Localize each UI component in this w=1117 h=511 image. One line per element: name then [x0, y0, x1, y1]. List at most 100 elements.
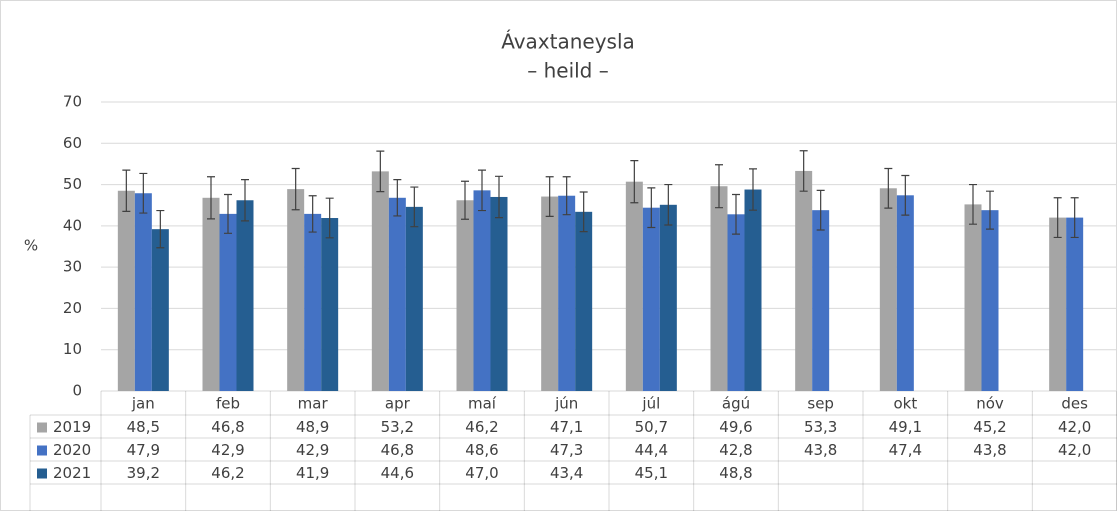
- y-tick-label: 40: [63, 216, 82, 234]
- table-value: 49,1: [889, 418, 922, 436]
- error-bar: [325, 197, 334, 239]
- bar: [388, 197, 406, 391]
- error-bar: [901, 174, 910, 216]
- table-value: 53,3: [804, 418, 837, 436]
- error-bar: [478, 169, 486, 212]
- bar: [151, 229, 169, 391]
- bar: [964, 204, 982, 391]
- x-tick-label: jan: [131, 395, 155, 413]
- table-value: 42,9: [296, 441, 329, 459]
- table-value: 44,4: [635, 441, 668, 459]
- table-value: 48,6: [465, 441, 498, 459]
- legend-label: 2020: [53, 441, 91, 459]
- error-bar: [241, 179, 249, 222]
- y-tick-label: 30: [63, 258, 82, 276]
- error-bar: [461, 180, 469, 220]
- error-bar: [749, 168, 757, 211]
- y-tick-label: 10: [63, 340, 82, 358]
- x-tick-label: apr: [385, 395, 411, 413]
- bar: [371, 171, 389, 391]
- error-bar: [410, 186, 419, 228]
- error-bar: [562, 176, 571, 216]
- error-bar: [291, 167, 300, 211]
- table-value: 42,0: [1058, 418, 1091, 436]
- error-bar: [139, 172, 148, 214]
- bar: [812, 210, 830, 391]
- x-tick-label: sep: [807, 395, 834, 413]
- bar: [1049, 217, 1067, 391]
- table-value: 45,2: [973, 418, 1006, 436]
- error-bar: [732, 193, 740, 235]
- bar: [896, 195, 914, 391]
- table-value: 47,9: [127, 441, 160, 459]
- table-value: 43,8: [973, 441, 1006, 459]
- bar: [879, 188, 897, 391]
- bar: [575, 211, 593, 391]
- x-tick-label: des: [1061, 395, 1088, 413]
- legend-label: 2021: [53, 464, 91, 482]
- table-value: 42,9: [211, 441, 244, 459]
- error-bar: [393, 179, 402, 217]
- x-tick-label: júl: [641, 395, 660, 413]
- x-tick-label: okt: [893, 395, 917, 413]
- error-bar: [224, 193, 232, 234]
- x-tick-label: mar: [298, 395, 329, 413]
- table-value: 47,4: [889, 441, 922, 459]
- error-bar: [1053, 197, 1062, 239]
- table-value: 41,9: [296, 464, 329, 482]
- y-axis-label: %: [24, 237, 38, 255]
- y-tick-label: 70: [63, 93, 82, 111]
- error-bar: [376, 150, 385, 193]
- y-tick-label: 60: [63, 134, 82, 152]
- table-value: 48,9: [296, 418, 329, 436]
- error-bar: [986, 190, 994, 230]
- x-tick-label: feb: [216, 395, 240, 413]
- legend-label: 2019: [53, 418, 91, 436]
- legend-swatch: [37, 445, 47, 456]
- error-bar: [884, 167, 893, 209]
- bar: [473, 190, 491, 391]
- bar: [134, 193, 152, 391]
- error-bar: [1070, 197, 1079, 239]
- error-bar: [207, 176, 215, 220]
- table-value: 46,8: [381, 441, 414, 459]
- bar: [117, 190, 135, 391]
- error-bar: [799, 150, 808, 192]
- error-bar: [308, 195, 317, 233]
- x-tick-label: maí: [468, 395, 497, 413]
- table-value: 39,2: [127, 464, 160, 482]
- bar: [710, 186, 728, 391]
- table-value: 43,8: [804, 441, 837, 459]
- bar: [795, 170, 813, 391]
- bar: [202, 197, 220, 391]
- bar: [558, 195, 576, 391]
- bar: [405, 206, 423, 391]
- table-value: 48,8: [719, 464, 752, 482]
- table-value: 49,6: [719, 418, 752, 436]
- bar: [541, 196, 559, 391]
- legend-swatch: [37, 468, 47, 479]
- table-value: 47,1: [550, 418, 583, 436]
- error-bar: [664, 183, 673, 226]
- y-tick-label: 20: [63, 299, 82, 317]
- table-value: 46,8: [211, 418, 244, 436]
- table-value: 48,5: [127, 418, 160, 436]
- table-value: 42,8: [719, 441, 752, 459]
- bar: [321, 218, 339, 391]
- table-value: 43,4: [550, 464, 583, 482]
- error-bar: [545, 176, 554, 217]
- bar: [625, 181, 643, 391]
- bar: [744, 189, 762, 391]
- table-value: 46,2: [465, 418, 498, 436]
- table-value: 44,6: [381, 464, 414, 482]
- legend-swatch: [37, 422, 47, 433]
- bar: [642, 207, 660, 391]
- table-value: 42,0: [1058, 441, 1091, 459]
- table-value: 46,2: [211, 464, 244, 482]
- error-bar: [579, 191, 588, 233]
- table-value: 47,3: [550, 441, 583, 459]
- chart-subtitle: – heild –: [527, 59, 609, 83]
- error-bar: [647, 187, 656, 229]
- bar: [287, 189, 305, 391]
